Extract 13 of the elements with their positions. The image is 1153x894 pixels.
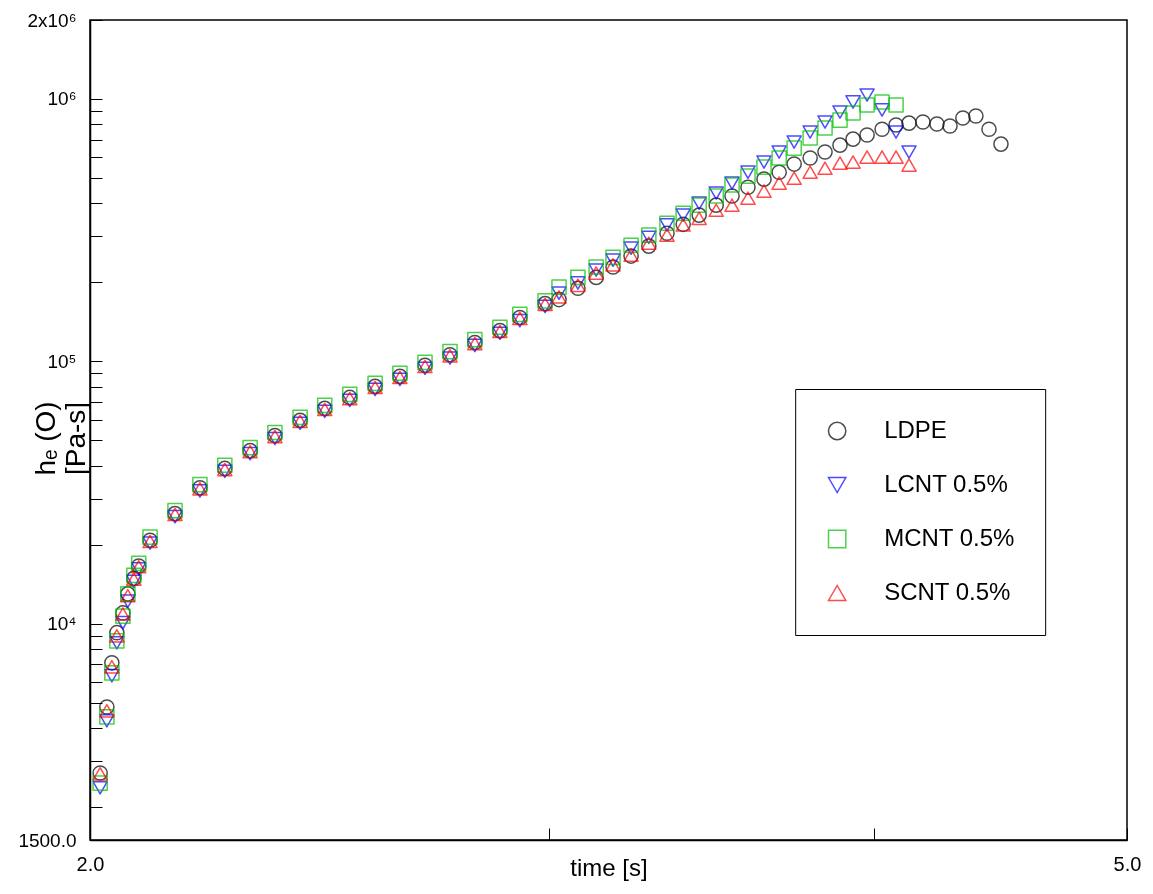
y-tick-label: 10⁵ <box>47 350 77 372</box>
y-tick-label: 10⁴ <box>47 613 77 635</box>
y-tick-label: 2x10⁶ <box>27 9 77 31</box>
legend-label: LDPE <box>884 416 947 443</box>
x-tick-label: 5.0 <box>1113 852 1142 875</box>
y-tick-label: 1500.0 <box>18 829 77 851</box>
legend-label: SCNT 0.5% <box>884 578 1011 605</box>
legend-label: MCNT 0.5% <box>884 524 1015 551</box>
x-tick-label: 2.0 <box>76 852 105 875</box>
legend-label: LCNT 0.5% <box>884 470 1008 497</box>
x-axis-title: time [s] <box>570 853 648 881</box>
y-axis-title: hₑ (O) [Pa-s] <box>29 401 91 476</box>
y-tick-label: 10⁶ <box>47 88 77 110</box>
